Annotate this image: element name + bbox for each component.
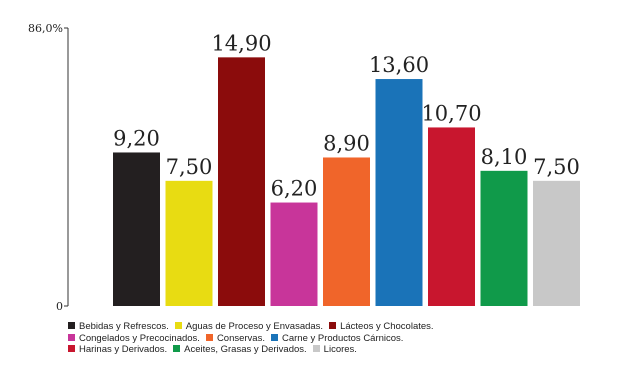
legend-label: Harinas y Derivados. (79, 344, 168, 355)
legend-label: Licores. (323, 344, 357, 355)
legend-swatch (329, 322, 337, 329)
legend-swatch (68, 322, 75, 329)
bar-4 (270, 202, 318, 306)
bar-5 (323, 157, 370, 306)
value-label-1: 9,20 (113, 126, 160, 150)
legend-swatch (174, 322, 182, 329)
legend-row-1: Bebidas y Refrescos. Aguas de Proceso y E… (68, 321, 624, 333)
legend-swatch (271, 333, 278, 341)
legend-label: Aceites, Grasas y Derivados. (184, 344, 307, 355)
legend-swatch (205, 333, 213, 341)
bar-2 (165, 180, 213, 306)
y-tick-label-max: 86,0% (28, 22, 63, 35)
legend-swatch (312, 345, 320, 352)
legend-item: Conservas. (205, 332, 265, 345)
value-label-7: 10,70 (421, 101, 481, 125)
bar-1 (113, 152, 160, 306)
legend-item: Bebidas y Refrescos. (68, 321, 169, 333)
legend-item: Carne y Productos Cárnicos. (271, 333, 403, 345)
legend-row-3: Harinas y Derivados. Aceites, Grasas y De… (68, 344, 624, 356)
y-tick-label-zero: 0 (56, 300, 63, 313)
legend-swatch (68, 333, 75, 341)
legend-label: Lácteos y Chocolates. (340, 321, 434, 332)
bars (113, 57, 580, 307)
legend-swatch (68, 345, 75, 352)
value-label-6: 13,60 (369, 53, 429, 77)
axes: 86,0% 0 (28, 22, 69, 313)
legend-swatch (173, 345, 181, 352)
legend-item: Lácteos y Chocolates. (329, 321, 434, 333)
legend-item: Harinas y Derivados. (68, 344, 167, 356)
legend-item: Congelados y Precocinados. (68, 333, 200, 345)
legend-label: Carne y Productos Cárnicos. (282, 332, 404, 344)
legend-item: Aguas de Proceso y Envasadas. (174, 321, 324, 333)
bar-9 (533, 180, 580, 306)
bar-chart: 86,0%0 9,207,5014,906,208,9013,6010,708,… (28, 22, 580, 313)
value-label-9: 7,50 (533, 155, 580, 179)
legend-label: Bebidas y Refrescos. (79, 321, 169, 332)
value-label-3: 14,90 (211, 31, 271, 55)
legend-label: Conservas. (216, 332, 265, 344)
legend-label: Congelados y Precocinados. (79, 332, 200, 344)
bar-7 (428, 127, 475, 307)
legend: Bebidas y Refrescos. Aguas de Proceso y E… (68, 321, 624, 356)
value-label-8: 8,10 (481, 145, 528, 169)
legend-label: Aguas de Proceso y Envasadas. (185, 321, 324, 332)
bar-8 (480, 170, 528, 306)
legend-row-2: Congelados y Precocinados. Conservas. Carn… (68, 333, 624, 345)
value-label-5: 8,90 (323, 131, 370, 155)
bar-6 (375, 79, 423, 306)
bar-3 (218, 57, 265, 307)
legend-item: Licores. (312, 344, 357, 356)
legend-item: Aceites, Grasas y Derivados. (173, 344, 307, 356)
value-label-4: 6,20 (271, 177, 318, 201)
value-label-2: 7,50 (166, 155, 213, 179)
